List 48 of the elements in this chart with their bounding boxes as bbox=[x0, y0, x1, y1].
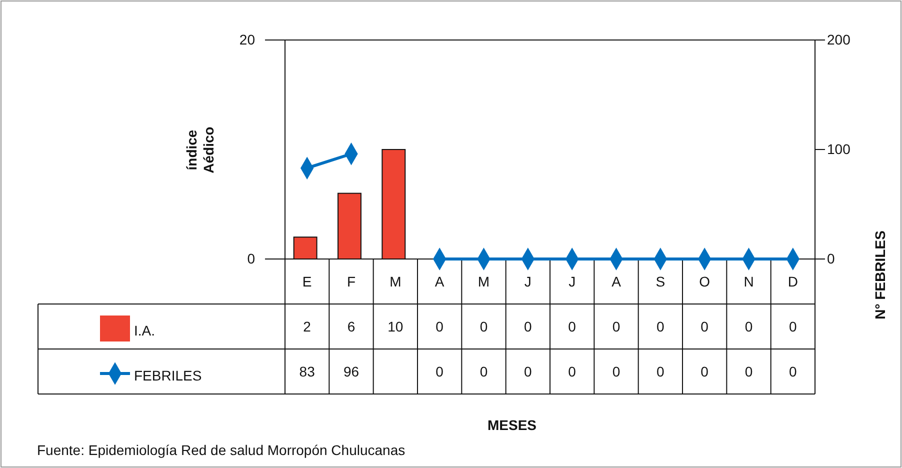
data-label: 0 bbox=[524, 318, 532, 334]
x-tick-label: S bbox=[656, 274, 666, 290]
bar bbox=[338, 192, 362, 260]
data-label: 83 bbox=[299, 364, 316, 380]
data-label: 0 bbox=[656, 364, 665, 380]
data-label: 0 bbox=[789, 318, 798, 334]
data-label: 2 bbox=[303, 318, 312, 334]
data-label: 0 bbox=[700, 364, 709, 380]
y2-tick-label: 100 bbox=[827, 140, 851, 157]
data-label: 0 bbox=[612, 318, 620, 334]
data-label: 0 bbox=[568, 364, 576, 380]
data-label: 0 bbox=[436, 318, 444, 334]
x-tick-label: M bbox=[478, 274, 490, 290]
legend-label: I.A. bbox=[134, 322, 156, 338]
x-tick-label: D bbox=[788, 274, 798, 290]
data-label: 0 bbox=[524, 364, 532, 380]
y2-tick-label: 0 bbox=[827, 250, 835, 266]
x-tick-label: O bbox=[699, 274, 710, 290]
data-label: 0 bbox=[744, 364, 753, 380]
data-label: 0 bbox=[744, 318, 753, 334]
x-tick-label: J bbox=[524, 274, 532, 290]
bar bbox=[382, 149, 406, 260]
x-tick-label: J bbox=[568, 274, 576, 290]
y2-axis-title: N° FEBRILES bbox=[872, 230, 888, 320]
x-tick-label: A bbox=[434, 274, 445, 290]
legend-label: FEBRILES bbox=[134, 368, 202, 384]
x-tick-label: E bbox=[302, 274, 312, 290]
data-label: 6 bbox=[347, 318, 356, 334]
data-label: 0 bbox=[700, 318, 709, 334]
data-label: 0 bbox=[480, 318, 488, 334]
text: MESES bbox=[487, 417, 537, 433]
data-label: 96 bbox=[343, 364, 360, 380]
source-note: Fuente: Epidemiología Red de salud Morropón Chulucanas bbox=[37, 442, 406, 458]
data-label: 0 bbox=[568, 318, 576, 334]
bar bbox=[293, 236, 318, 260]
x-tick-label: A bbox=[612, 274, 622, 290]
data-label: 0 bbox=[436, 364, 444, 380]
y-tick-label: 20 bbox=[239, 31, 256, 48]
data-label: 0 bbox=[480, 364, 488, 380]
y2-tick-label: 200 bbox=[827, 31, 851, 48]
data-label: 10 bbox=[388, 318, 404, 334]
x-tick-label: M bbox=[390, 274, 402, 290]
y-axis-title: índice Aédico bbox=[184, 126, 216, 174]
data-label: 0 bbox=[612, 364, 620, 380]
data-label: 0 bbox=[656, 318, 665, 334]
x-tick-label: N bbox=[744, 274, 754, 290]
x-tick-label: F bbox=[346, 274, 356, 290]
data-label: 0 bbox=[789, 364, 798, 380]
